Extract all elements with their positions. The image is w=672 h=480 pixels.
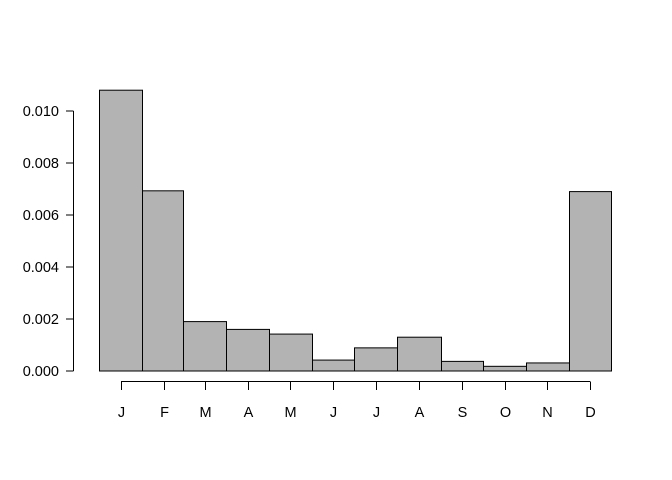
bar-3 <box>183 321 227 372</box>
bar-5 <box>269 333 313 372</box>
bar-1 <box>99 89 143 372</box>
bar-11 <box>526 362 570 372</box>
bar-6 <box>312 359 355 372</box>
x-tick-label: M <box>199 405 211 421</box>
bar-2 <box>142 190 184 372</box>
bar-8 <box>397 336 442 372</box>
y-tick-label: 0.002 <box>23 312 59 328</box>
bar-7 <box>354 347 398 372</box>
x-tick-label: S <box>458 405 468 421</box>
x-tick-label: J <box>330 405 337 421</box>
bar-10 <box>483 365 527 372</box>
y-axis: 0.000 0.002 0.004 0.006 0.008 0.010 <box>23 104 74 380</box>
x-tick-label: N <box>542 405 552 421</box>
bar-12 <box>569 191 612 372</box>
y-tick-label: 0.006 <box>23 208 59 224</box>
y-tick-label: 0.004 <box>23 260 59 276</box>
x-tick-label: O <box>500 405 511 421</box>
x-tick-label: F <box>160 405 169 421</box>
y-tick-label: 0.000 <box>23 364 59 380</box>
bars <box>99 89 612 372</box>
x-tick-label: D <box>585 405 595 421</box>
x-tick-label: M <box>284 405 296 421</box>
x-tick-label: A <box>244 405 254 421</box>
bar-4 <box>226 328 270 372</box>
y-tick-label: 0.010 <box>23 104 59 120</box>
x-tick-label: J <box>118 405 125 421</box>
bar-9 <box>441 360 484 372</box>
y-tick-label: 0.008 <box>23 156 59 172</box>
x-tick-label: J <box>373 405 380 421</box>
x-tick-label: A <box>415 405 425 421</box>
